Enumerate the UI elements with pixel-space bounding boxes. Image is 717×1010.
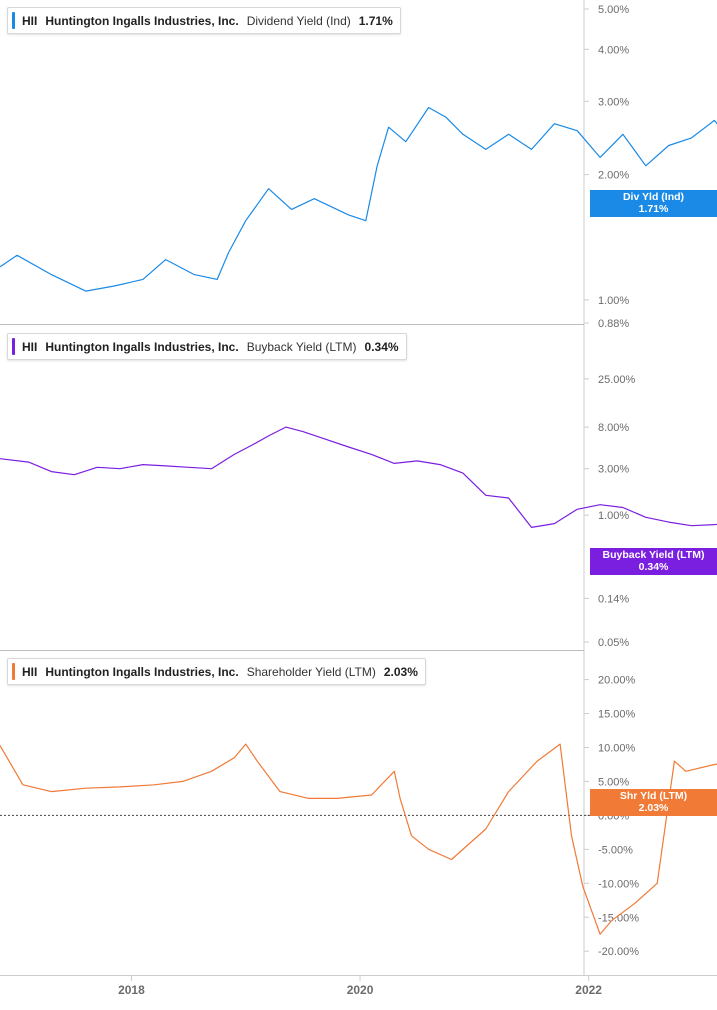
value-tag-label: Div Yld (Ind): [622, 190, 685, 203]
y-tick-label: 0.88%: [598, 318, 629, 330]
legend-swatch-dividend-yield: [12, 12, 15, 29]
y-tick-label: 3.00%: [598, 464, 629, 476]
value-tag-dividend-yield: Div Yld (Ind) 1.71%: [590, 189, 717, 217]
y-tick-label: 4.00%: [598, 44, 629, 56]
x-tick-label: 2018: [118, 983, 145, 997]
value-tag-label: Shr Yld (LTM): [619, 789, 688, 802]
y-tick-label: -10.00%: [598, 878, 639, 890]
x-tick-label: 2020: [347, 983, 374, 997]
legend-company: Huntington Ingalls Industries, Inc.: [45, 13, 239, 28]
y-tick-label: 1.00%: [598, 510, 629, 522]
y-tick-label: 25.00%: [598, 374, 636, 386]
series-line-0: [0, 106, 717, 292]
legend-ticker: HII: [22, 13, 38, 28]
y-tick-label: -15.00%: [598, 912, 639, 924]
series-line-2: [0, 743, 717, 935]
legend-metric: Shareholder Yield (LTM): [246, 664, 376, 679]
y-tick-label: 8.00%: [598, 422, 629, 434]
legend-current-value: 1.71%: [358, 13, 393, 28]
legend-ticker: HII: [22, 339, 38, 354]
y-tick-label: 15.00%: [598, 709, 636, 721]
legend-ticker: HII: [22, 664, 38, 679]
legend-swatch-shareholder-yield: [12, 663, 15, 680]
legend-metric: Buyback Yield (LTM): [246, 339, 357, 354]
legend-buyback-yield[interactable]: HII Huntington Ingalls Industries, Inc. …: [7, 333, 407, 360]
value-tag-value: 1.71%: [638, 202, 669, 215]
value-tag-shareholder-yield: Shr Yld (LTM) 2.03%: [590, 788, 717, 816]
x-tick-label: 2022: [575, 983, 602, 997]
value-tag-label: Buyback Yield (LTM): [602, 548, 705, 561]
legend-current-value: 0.34%: [364, 339, 399, 354]
legend-current-value: 2.03%: [383, 664, 418, 679]
y-tick-label: 3.00%: [598, 96, 629, 108]
legend-company: Huntington Ingalls Industries, Inc.: [45, 339, 239, 354]
y-tick-label: 20.00%: [598, 675, 636, 687]
y-tick-label: 0.14%: [598, 593, 629, 605]
legend-swatch-buyback-yield: [12, 338, 15, 355]
y-tick-label: 1.00%: [598, 295, 629, 307]
y-tick-label: -5.00%: [598, 844, 633, 856]
legend-company: Huntington Ingalls Industries, Inc.: [45, 664, 239, 679]
y-tick-label: -20.00%: [598, 946, 639, 958]
series-line-1: [0, 426, 717, 528]
value-tag-value: 2.03%: [638, 801, 669, 814]
legend-metric: Dividend Yield (Ind): [246, 13, 351, 28]
legend-dividend-yield[interactable]: HII Huntington Ingalls Industries, Inc. …: [7, 7, 401, 34]
value-tag-value: 0.34%: [638, 560, 669, 573]
y-tick-label: 5.00%: [598, 776, 629, 788]
legend-shareholder-yield[interactable]: HII Huntington Ingalls Industries, Inc. …: [7, 658, 426, 685]
value-tag-buyback-yield: Buyback Yield (LTM) 0.34%: [590, 547, 717, 575]
y-tick-label: 2.00%: [598, 170, 629, 182]
y-tick-label: 5.00%: [598, 4, 629, 16]
y-tick-label: 10.00%: [598, 742, 636, 754]
y-tick-label: 0.05%: [598, 637, 629, 649]
